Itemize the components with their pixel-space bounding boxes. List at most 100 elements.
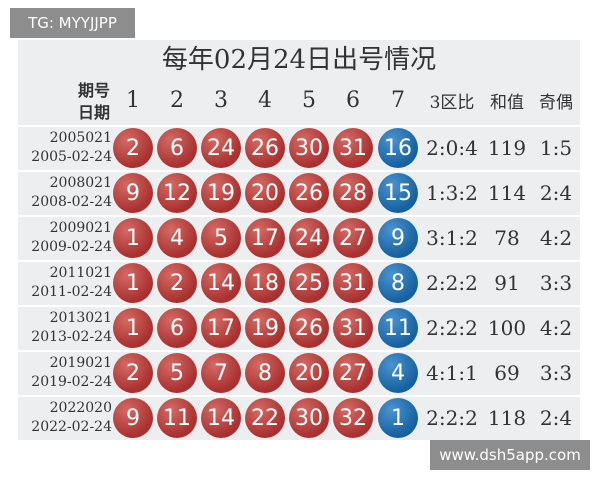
zone: 2:0:4 xyxy=(426,136,478,160)
red-ball: 17 xyxy=(245,218,285,258)
red-ball: 5 xyxy=(201,218,241,258)
red-ball: 1 xyxy=(113,218,153,258)
red-ball: 1 xyxy=(113,308,153,348)
parity: 4:2 xyxy=(539,316,573,340)
red-ball: 11 xyxy=(157,398,197,438)
red-ball: 28 xyxy=(333,173,373,213)
watermark: TG: MYYJJPP xyxy=(10,8,135,38)
issue: 2005021 xyxy=(49,130,112,146)
red-ball: 27 xyxy=(333,218,373,258)
date: 2019-02-24 xyxy=(31,374,112,390)
red-ball: 19 xyxy=(201,173,241,213)
zone: 2:2:2 xyxy=(426,271,478,295)
issue: 2019021 xyxy=(49,355,112,371)
column-header: 5 xyxy=(302,87,316,113)
red-ball: 24 xyxy=(289,218,329,258)
zone: 2:2:2 xyxy=(426,316,478,340)
blue-ball: 1 xyxy=(378,398,418,438)
date: 2022-02-24 xyxy=(31,419,112,435)
red-ball: 32 xyxy=(333,398,373,438)
sum: 91 xyxy=(494,271,520,295)
column-header: 7 xyxy=(391,87,405,113)
blue-ball: 15 xyxy=(378,173,418,213)
red-ball: 6 xyxy=(157,128,197,168)
column-header: 3区比 xyxy=(429,92,475,113)
red-ball: 12 xyxy=(157,173,197,213)
blue-ball: 8 xyxy=(378,263,418,303)
row-line xyxy=(18,170,580,172)
red-ball: 20 xyxy=(245,173,285,213)
date: 2011-02-24 xyxy=(31,284,112,300)
red-ball: 27 xyxy=(333,353,373,393)
red-ball: 31 xyxy=(333,308,373,348)
column-header: 奇偶 xyxy=(539,92,573,113)
red-ball: 2 xyxy=(113,353,153,393)
blue-ball: 9 xyxy=(378,218,418,258)
sum: 114 xyxy=(487,181,527,205)
row-line xyxy=(18,215,580,217)
parity: 4:2 xyxy=(539,226,573,250)
column-header: 6 xyxy=(346,87,360,113)
watermark: www.dsh5app.com xyxy=(430,440,590,470)
header-label: 日期 xyxy=(77,103,110,122)
red-ball: 30 xyxy=(289,398,329,438)
red-ball: 26 xyxy=(289,308,329,348)
date: 2005-02-24 xyxy=(31,149,112,165)
parity: 2:4 xyxy=(539,181,573,205)
red-ball: 19 xyxy=(245,308,285,348)
column-header: 4 xyxy=(258,87,272,113)
issue: 2013021 xyxy=(49,310,112,326)
date: 2008-02-24 xyxy=(31,194,112,210)
red-ball: 8 xyxy=(245,353,285,393)
issue: 2022020 xyxy=(49,400,112,416)
red-ball: 1 xyxy=(113,263,153,303)
blue-ball: 11 xyxy=(378,308,418,348)
column-header: 3 xyxy=(214,87,228,113)
column-header: 2 xyxy=(170,87,184,113)
row-line xyxy=(18,125,580,127)
red-ball: 14 xyxy=(201,263,241,303)
date: 2013-02-24 xyxy=(31,329,112,345)
red-ball: 17 xyxy=(201,308,241,348)
parity: 3:3 xyxy=(539,271,573,295)
column-header: 1 xyxy=(126,87,140,113)
red-ball: 5 xyxy=(157,353,197,393)
parity: 2:4 xyxy=(539,406,573,430)
red-ball: 9 xyxy=(113,173,153,213)
red-ball: 9 xyxy=(113,398,153,438)
red-ball: 22 xyxy=(245,398,285,438)
row-line xyxy=(18,260,580,262)
red-ball: 7 xyxy=(201,353,241,393)
header-label: 期号 xyxy=(77,81,110,100)
sum: 100 xyxy=(487,316,527,340)
title: 每年02月24日出号情况 xyxy=(161,44,437,75)
red-ball: 4 xyxy=(157,218,197,258)
row-line xyxy=(18,350,580,352)
sum: 69 xyxy=(494,361,520,385)
red-ball: 31 xyxy=(333,263,373,303)
red-ball: 2 xyxy=(113,128,153,168)
parity: 3:3 xyxy=(539,361,573,385)
issue: 2009021 xyxy=(49,220,112,236)
red-ball: 26 xyxy=(289,173,329,213)
blue-ball: 4 xyxy=(378,353,418,393)
sum: 118 xyxy=(487,406,527,430)
red-ball: 25 xyxy=(289,263,329,303)
zone: 4:1:1 xyxy=(426,361,478,385)
row-line xyxy=(18,305,580,307)
column-header: 和值 xyxy=(490,92,524,113)
blue-ball: 16 xyxy=(378,128,418,168)
red-ball: 6 xyxy=(157,308,197,348)
sum: 78 xyxy=(494,226,520,250)
issue: 2011021 xyxy=(49,265,112,281)
date: 2009-02-24 xyxy=(31,239,112,255)
row-line xyxy=(18,395,580,397)
red-ball: 2 xyxy=(157,263,197,303)
red-ball: 24 xyxy=(201,128,241,168)
parity: 1:5 xyxy=(539,136,573,160)
red-ball: 18 xyxy=(245,263,285,303)
red-ball: 14 xyxy=(201,398,241,438)
red-ball: 26 xyxy=(245,128,285,168)
zone: 2:2:2 xyxy=(426,406,478,430)
